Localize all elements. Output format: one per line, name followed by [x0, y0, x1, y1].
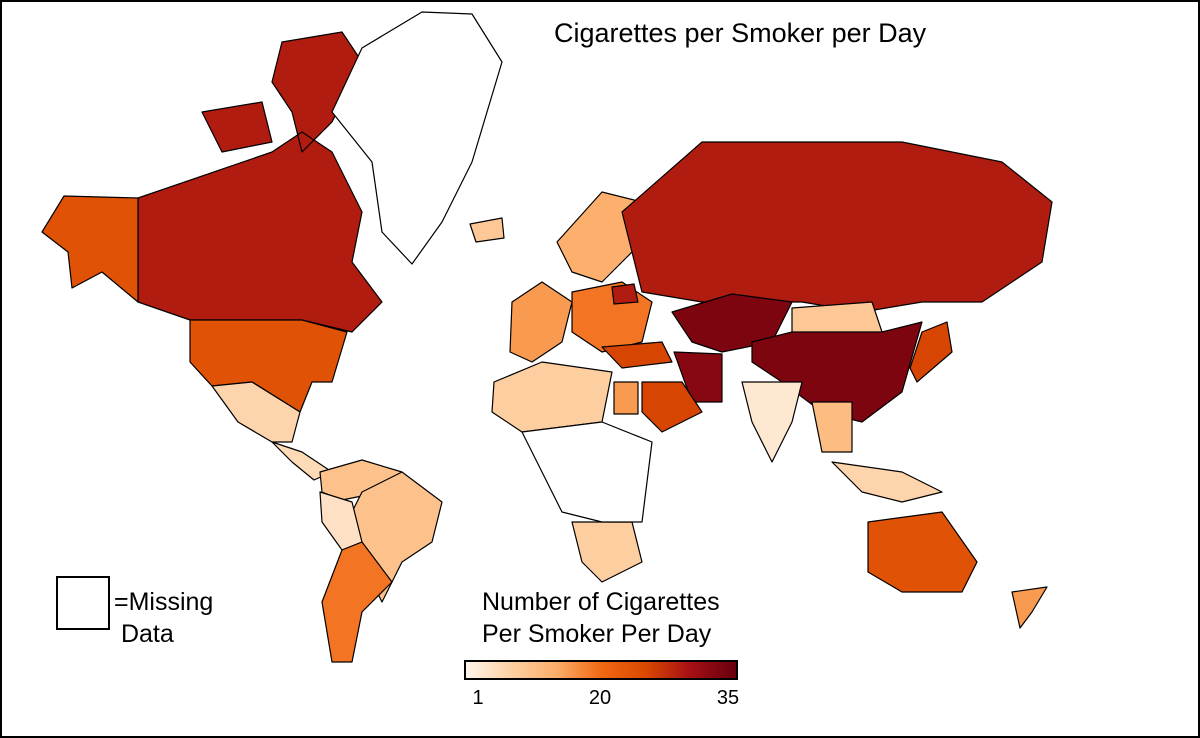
region-belarus [611, 283, 639, 305]
region-australia [867, 511, 978, 593]
region-japan [909, 321, 953, 383]
region-alaska [41, 195, 139, 303]
region-argentina-chile [321, 541, 393, 663]
region-india [741, 381, 803, 463]
region-north-africa-partial [491, 361, 613, 433]
colorbar-tick-20: 20 [588, 687, 612, 709]
colorbar-tick-1: 1 [472, 687, 484, 709]
region-central-africa [521, 421, 653, 523]
region-western-europe [509, 281, 573, 363]
country-regions [41, 11, 1053, 663]
region-iceland [469, 217, 505, 243]
map-title: Cigarettes per Smoker per Day [554, 18, 927, 48]
region-new-zealand [1011, 586, 1048, 629]
region-peru-bolivia [319, 491, 363, 551]
region-southern-africa-partial [571, 521, 643, 583]
region-mexico [211, 381, 301, 443]
missing-data-label: =Missing Data [114, 588, 214, 648]
region-iran [673, 351, 723, 403]
region-southeast-asia [811, 401, 853, 453]
colorbar [464, 660, 738, 680]
missing-data-swatch [56, 576, 110, 630]
region-saudi-arabia [641, 381, 703, 433]
region-russia [621, 141, 1053, 313]
region-indonesia [831, 461, 943, 503]
colorbar-tick-35: 35 [716, 687, 740, 709]
region-eastern-europe [571, 281, 653, 353]
region-greenland [331, 11, 503, 265]
region-china [751, 321, 923, 423]
region-egypt [613, 381, 639, 415]
region-turkey [601, 341, 673, 369]
region-united-states [189, 319, 348, 413]
colorbar-title: Number of Cigarettes Per Smoker Per Day [482, 588, 720, 648]
region-canada [137, 31, 383, 333]
